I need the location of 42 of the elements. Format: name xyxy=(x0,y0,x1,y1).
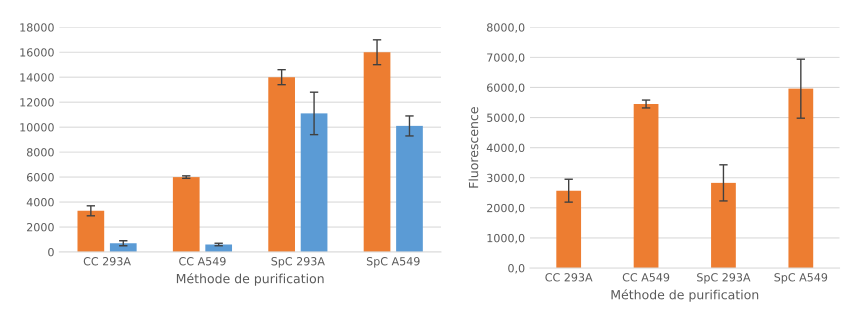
x-tick-label: CC 293A xyxy=(84,257,131,266)
y-tick-label: 0 xyxy=(48,248,54,256)
x-axis-title: Méthode de purification xyxy=(612,289,758,302)
x-tick-label: SpC 293A xyxy=(697,273,750,284)
y-tick-label: 4000 xyxy=(26,198,54,206)
x-tick-label: SpC A549 xyxy=(366,257,420,268)
bar xyxy=(634,104,658,268)
y-tick-label: 7000,0 xyxy=(487,53,524,63)
bar xyxy=(711,182,736,268)
y-axis-title: Fluorescence xyxy=(468,107,478,188)
y-tick-label: 2000,0 xyxy=(487,204,524,214)
y-tick-label: 12000 xyxy=(20,98,54,107)
bar xyxy=(396,126,423,252)
y-tick-label: 6000,0 xyxy=(487,83,524,93)
y-tick-label: 16000 xyxy=(20,48,54,57)
bar xyxy=(205,244,232,252)
x-tick-label: SpC 293A xyxy=(271,257,325,268)
y-tick-label: 1000,0 xyxy=(487,234,524,244)
y-tick-label: 4000,0 xyxy=(486,144,524,154)
y-tick-label: 3000,0 xyxy=(487,174,524,184)
x-tick-label: CC A549 xyxy=(179,257,226,266)
x-tick-label: CC A549 xyxy=(622,273,670,282)
y-tick-label: 2000 xyxy=(27,222,54,232)
bar xyxy=(77,210,104,252)
bar xyxy=(268,77,295,252)
bar xyxy=(788,88,814,268)
y-tick-label: 14000 xyxy=(20,73,54,82)
y-tick-label: 10000 xyxy=(20,123,54,132)
y-tick-label: 0,0 xyxy=(508,264,524,274)
y-tick-label: 8000,0 xyxy=(487,23,524,33)
bar xyxy=(172,177,200,252)
y-tick-label: 5000,0 xyxy=(487,114,524,124)
y-tick-label: 8000 xyxy=(26,148,54,156)
bar xyxy=(364,52,390,252)
x-tick-label: CC 293A xyxy=(545,273,593,282)
x-tick-label: SpC A549 xyxy=(774,273,828,284)
bar xyxy=(300,113,328,252)
bar xyxy=(110,243,137,252)
y-tick-label: 6000 xyxy=(26,173,54,182)
bar xyxy=(556,190,582,268)
y-tick-label: 18000 xyxy=(20,23,54,32)
x-axis-title: Méthode de purification xyxy=(176,273,324,286)
